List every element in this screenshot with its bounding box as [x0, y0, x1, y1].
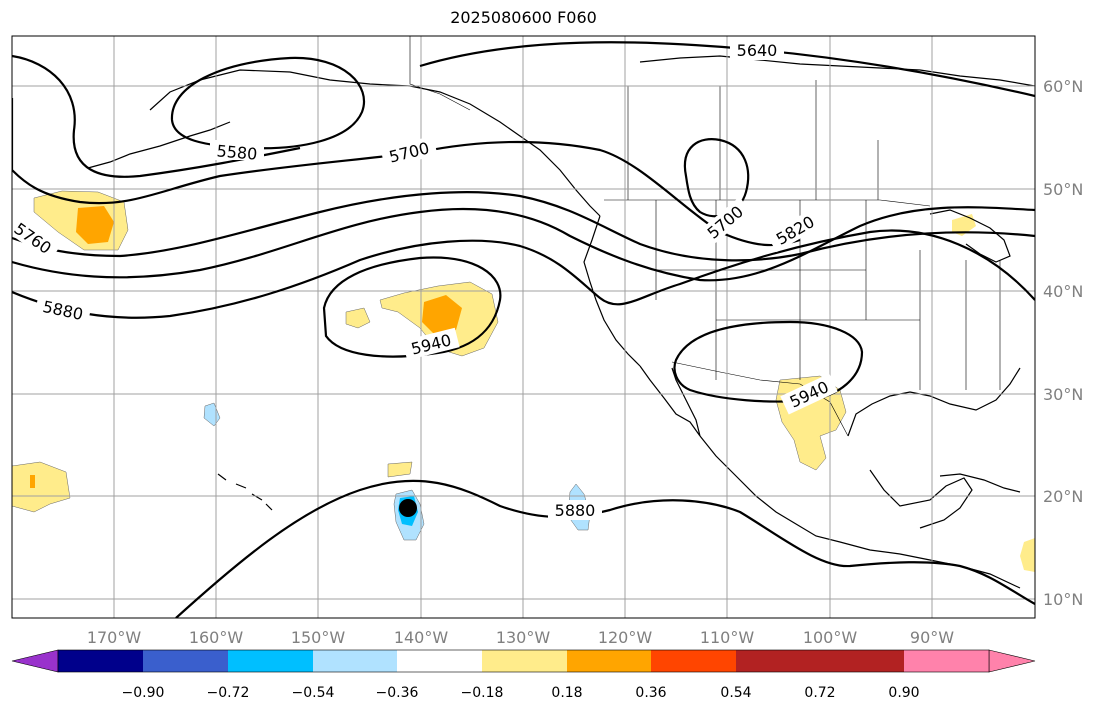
- colorbar-segment-3: [228, 650, 313, 672]
- alaska-canada-border: [409, 36, 471, 111]
- colorbar-segment-9: [736, 650, 820, 672]
- longitude-labels: 170°W 160°W 150°W 140°W 130°W 120°W 110°…: [87, 628, 954, 647]
- colorbar-segment-4: [313, 650, 397, 672]
- contour-5700-loop: [683, 138, 750, 218]
- contour-5880-north: [12, 229, 1035, 319]
- contour-label-5880-south: 5880: [555, 501, 596, 520]
- great-lakes: [929, 209, 1011, 263]
- coastlines: [87, 55, 1035, 589]
- lon-label-140w: 140°W: [394, 628, 449, 647]
- anomaly-strong-aleutian: [76, 206, 114, 244]
- gulf-of-mexico-coast: [847, 367, 1021, 437]
- latitude-labels: 60°N 50°N 40°N 30°N 20°N 10°N: [1043, 77, 1083, 609]
- contour-5940-mexico: [673, 320, 864, 403]
- cuba: [939, 473, 1021, 493]
- colorbar-tick-7: 0.36: [635, 685, 666, 701]
- colorbar-tick-2: −0.72: [207, 685, 250, 701]
- colorbar-segment-11: [904, 650, 989, 672]
- anomaly-positive-east-edge: [1020, 538, 1035, 572]
- colorbar-tick-10: 0.90: [888, 685, 919, 701]
- lat-label-60n: 60°N: [1043, 77, 1083, 96]
- lon-label-120w: 120°W: [598, 628, 653, 647]
- contour-5580-west: [12, 54, 301, 178]
- anomaly-positive-west-edge: [12, 461, 71, 513]
- colorbar-tick-9: 0.72: [804, 685, 835, 701]
- lat-label-20n: 20°N: [1043, 487, 1083, 506]
- contour-5760: [12, 191, 1035, 262]
- map-title: 2025080600 F060: [450, 8, 597, 27]
- lon-label-150w: 150°W: [291, 628, 346, 647]
- us-mexico-border: [671, 361, 849, 437]
- baja-california: [639, 365, 701, 437]
- colorbar-segment-7: [567, 650, 651, 672]
- anomaly-positive-small-patch: [345, 307, 371, 329]
- contour-5820: [12, 206, 1035, 282]
- contour-5940-pacific: [322, 256, 502, 358]
- lat-label-40n: 40°N: [1043, 282, 1083, 301]
- anomaly-strong-west-edge: [30, 475, 35, 488]
- colorbar-tick-5: −0.18: [461, 685, 504, 701]
- yucatan: [869, 469, 973, 529]
- colorbar-extend-right: [988, 649, 1036, 673]
- anomaly-positive-hawaii-north: [387, 461, 413, 478]
- colorbar-ticks: −0.90 −0.72 −0.54 −0.36 −0.18 0.18 0.36 …: [122, 685, 920, 701]
- lon-label-100w: 100°W: [803, 628, 858, 647]
- colorbar-segment-6: [482, 650, 567, 672]
- anomaly-negative-hurricane-core: [399, 499, 417, 517]
- colorbar-tick-3: −0.54: [292, 685, 335, 701]
- contour-label-5580: 5580: [216, 141, 258, 163]
- colorbar-segment-2: [143, 650, 228, 672]
- colorbar-tick-6: 0.18: [551, 685, 582, 701]
- colorbar-tick-1: −0.90: [122, 685, 165, 701]
- colorbar-tick-4: −0.36: [376, 685, 419, 701]
- political-borders: [409, 36, 1001, 437]
- anomaly-strong-central-pacific: [422, 295, 462, 336]
- colorbar-segment-1: [58, 650, 143, 672]
- colorbar-segment-10: [820, 650, 904, 672]
- lon-label-160w: 160°W: [189, 628, 244, 647]
- map-frame: [11, 35, 1036, 619]
- contour-label-5640: 5640: [737, 41, 778, 60]
- lat-label-30n: 30°N: [1043, 385, 1083, 404]
- contour-5880-south: [175, 479, 1035, 618]
- lon-label-110w: 110°W: [700, 628, 755, 647]
- colorbar: [11, 649, 1036, 673]
- alaska-coast: [149, 69, 601, 217]
- colorbar-segment-8: [651, 650, 736, 672]
- anomaly-positive-great-lakes: [952, 214, 976, 236]
- canada-province-lines: [627, 80, 879, 200]
- colorbar-tick-8: 0.54: [720, 685, 751, 701]
- hawaii-islands: [217, 473, 273, 511]
- lon-label-90w: 90°W: [910, 628, 954, 647]
- us-west-coast: [583, 215, 641, 367]
- anomaly-shading: [12, 190, 1035, 572]
- colorbar-segment-5: [397, 650, 482, 672]
- lon-label-170w: 170°W: [87, 628, 142, 647]
- lon-label-130w: 130°W: [496, 628, 551, 647]
- colorbar-extend-left: [11, 649, 59, 673]
- lat-label-50n: 50°N: [1043, 180, 1083, 199]
- lat-label-10n: 10°N: [1043, 590, 1083, 609]
- aleutian-islands: [87, 121, 231, 169]
